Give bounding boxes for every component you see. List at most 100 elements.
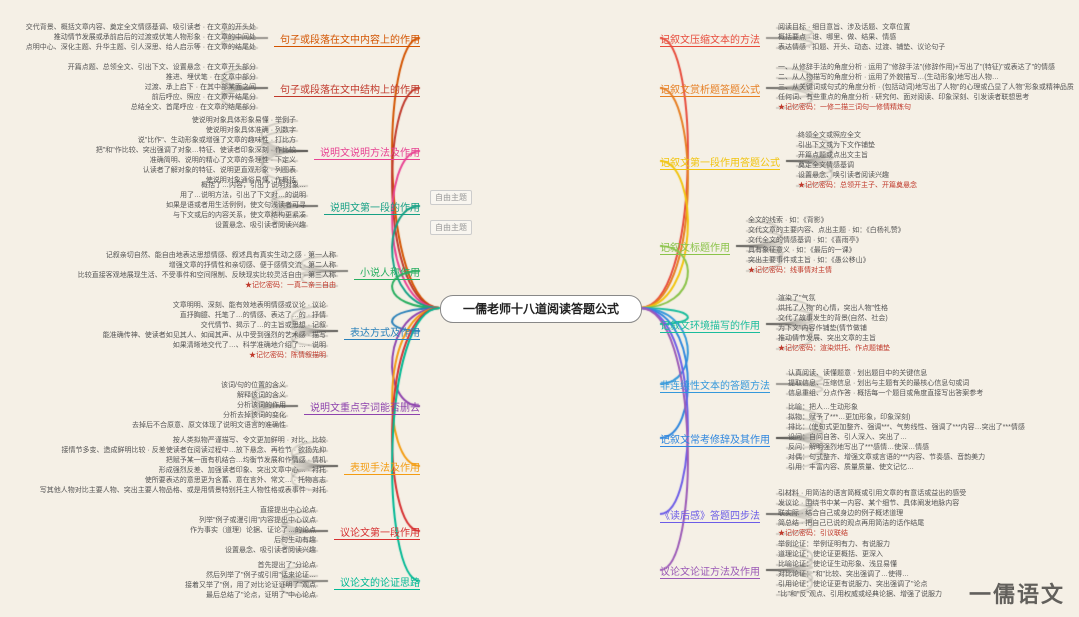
leaf-text: 说"比作"、生动形象或增强了文章的趣味性 · 打比方 — [110, 136, 296, 145]
leaf-text: 列举"例子或漫引用"内容提出中心议点 — [186, 516, 316, 525]
leaf-text: 接情节多变、造成鲜明比较 · 反差使读者在阅读过程中…放下悬念、再检节 · 欲扬… — [28, 446, 326, 455]
leaf-text: 交代情节、揭示了…的主旨或思想 · 记叙 — [182, 321, 326, 330]
leaf-text: 三、从关键词或句式的角度分析 · (包括动词)地写出了人物"的心理或凸显了人物"… — [778, 83, 1074, 92]
leaf-text: 表达情感 · 扣题、开头、动态、过渡、铺垫、议论句子 — [778, 43, 945, 52]
leaf-text: 设置悬念、吸引读者阅读兴趣 — [211, 221, 306, 230]
leaf-text: ★记忆密码：一修二描三词句一修情精炼句 — [778, 103, 911, 112]
branch-label: 说明文重点字词能否删去 — [304, 399, 420, 415]
leaf-text: 能准确传神、使读者如见其人、如闻其声、从中受到强烈的艺术感 · 描写 — [84, 331, 326, 340]
leaf-text: ★记忆密码：线事情对主情 — [748, 266, 832, 275]
leaf-text: 设置悬念、吸引读者阅读兴趣 — [221, 546, 316, 555]
leaf-text: 首先提出了"分论点 — [249, 561, 316, 570]
leaf-text: 道理论证：使论证更概括、更深入 — [778, 550, 883, 559]
branch-label: 说明文第一段的作用 — [324, 199, 420, 215]
leaf-text: 联实际 · 结合自己或身边的例子概述道理 — [778, 509, 903, 518]
leaf-text: 二、从人物描写的角度分析 · 运用了外貌描写…(生动形象)地写出人物… — [778, 73, 999, 82]
leaf-text: 增强文章的抒情性和亲切感、便于感情交流 · 第二人称 — [150, 261, 336, 270]
watermark: 一儒语文 — [963, 575, 1071, 611]
leaf-text: 设置悬念、唤引读者阅读兴趣 — [798, 171, 889, 180]
branch-label: 议论文的论证思路 — [334, 574, 420, 590]
leaf-text: 排比：(使句式更加整齐、强调***、气势线性、强调了***内容…突出了***情感 — [788, 423, 1025, 432]
leaf-text: 用了…说明方法，引出了下文对…的说明 — [176, 191, 306, 200]
leaf-text: 然后列举了"例子或引用"话来论证… — [193, 571, 316, 580]
leaf-text: 一、从修辞手法的角度分析 · 运用了"修辞手法"(修辞作用)+写出了"(特征)"… — [778, 63, 1055, 72]
leaf-text: 认读者了解对象的特征、说明更直观形象 · 列图表 — [124, 166, 296, 175]
leaf-text: 奠定全文情感基调 — [798, 161, 854, 170]
leaf-text: 信息重组、分点作答 · 概括每一个题目或角度直接写出答案参考 — [788, 389, 983, 398]
leaf-text: 后句生动有趣 — [270, 536, 316, 545]
leaf-text: 如果清晰地交代了…、科学准确地介绍了… · 说明 — [154, 341, 326, 350]
leaf-text: 直抒胸臆、托笔了…的情感、表达了…的 · 抒情 — [161, 311, 326, 320]
leaf-text: 记叙亲切自然、能自由地表达思想情感、叙述具有真实生动之感 · 第一人称 — [87, 251, 336, 260]
float-note: 自由主题 — [430, 220, 472, 235]
branch-label: 议论文论证方法及作用 — [660, 563, 760, 579]
leaf-text: 交代文章的主要内容、点出主题 · 如：《白杨礼赞》 — [748, 226, 905, 235]
center-topic: 一儒老师十八道阅读答题公式 — [440, 295, 642, 323]
leaf-text: 突出主要事件或主旨 · 如：《愚公移山》 — [748, 256, 870, 265]
leaf-text: 使所要表达的意思更为含蓄、意在言外、常文… · 托物言志 — [126, 476, 326, 485]
leaf-text: ★记忆密码：渲染烘托、作点题铺垫 — [778, 344, 890, 353]
leaf-text: 开篇点题、总领全文、引出下文、设置悬念 · 在文章开头部分 — [49, 63, 256, 72]
leaf-text: 前后呼应、照应 · 在文章开结尾分 — [133, 93, 256, 102]
leaf-text: 把赋予某一面有机结合…均衡节发展和作情感 · 情机 — [147, 456, 326, 465]
leaf-text: 概括要点 · 谁、哪里、做、结果、情感 — [778, 33, 896, 42]
branch-label: 句子或段落在文中结构上的作用 — [274, 81, 420, 97]
leaf-text: 形成强烈反差、加强读者印象、突出文章中心… · 衬托 — [140, 466, 326, 475]
leaf-text: 使说明对象具体形象易懂 · 举例子 — [173, 116, 296, 125]
leaf-text: 总结全文、首尾呼应 · 在文章的结尾部分 — [112, 103, 256, 112]
leaf-text: 阅读目标 · 细目意旨、涉及话题、文章位置 — [778, 23, 910, 32]
leaf-text: 举例论证：举例证明有力、有说服力 — [778, 540, 890, 549]
branch-label: 表达方式及作用 — [344, 324, 420, 340]
leaf-text: 引用论证：使论证更有说服力、突出强调了"论点 — [778, 580, 927, 589]
leaf-text: 按人类拟物严谨描写、令文更加鲜明 · 对比、比较 — [154, 436, 326, 445]
leaf-text: 文章明明、深刻、能有效地表明情感或议论 · 议论 — [154, 301, 326, 310]
branch-label: 记叙文第一段作用答题公式 — [660, 154, 780, 170]
branch-label: 议论文第一段作用 — [334, 524, 420, 540]
leaf-text: 最后总结了"论点，证明了"中心论点 — [193, 591, 316, 600]
branch-label: 说明文说明方法及作用 — [314, 144, 420, 160]
leaf-text: 该词/句的位置的含义 — [212, 381, 286, 390]
leaf-text: 对偶：句式整齐、增强文章或言语的***内容、节奏感、音韵美力 — [788, 453, 985, 462]
leaf-text: 开篇点题或点出文主旨 — [798, 151, 868, 160]
leaf-text: ★记忆密码：一真二亲三自由 — [241, 281, 336, 290]
leaf-text: 分析该词的作用 — [233, 401, 286, 410]
leaf-text: 对比论证："和"比较、突出强调了…使得… — [778, 570, 909, 579]
leaf-text: 反问：解明强烈地写出了***感情…使深…情感 — [788, 443, 929, 452]
leaf-text: 拟物：赋予了***…更加形象，印象深刻) — [788, 413, 911, 422]
branch-label: 记叙文环境描写的作用 — [660, 317, 760, 333]
leaf-text: ★记忆密码：总领开主子、开篇奠悬念 — [798, 181, 917, 190]
leaf-text: 过渡、承上启下 · 在其中部某面之间 — [126, 83, 256, 92]
leaf-text: 发议论 · 围绕书中某一内容、某个细节、具体阐发地脉内容 — [778, 499, 959, 508]
leaf-text: 终领全文或照应全文 — [798, 131, 861, 140]
branch-label: 表现手法及作用 — [344, 459, 420, 475]
branch-label: 记叙文赏析题答题公式 — [660, 81, 760, 97]
leaf-text: ★记忆密码：陈情叙描明 — [245, 351, 326, 360]
leaf-text: 使说明对象具体准确 · 列数字 — [187, 126, 296, 135]
leaf-text: 任何词、有些重点的角度分析 · 研究何、面对阅读、印象深刻、引发读者联想思考 — [778, 93, 1029, 102]
leaf-text: 设问：自问自答、引人深入、突出了… — [788, 433, 907, 442]
leaf-text: 接着又举了"例，用了对比论证证明了"观点 — [172, 581, 316, 590]
leaf-text: 与下文或后的内容关系，使文章结构更紧凑 — [169, 211, 306, 220]
leaf-text: 认真阅读、读懂题意 · 划出题目中的关键信息 — [788, 369, 927, 378]
leaf-text: 去掉后不合原意、原文体现了说明文语言的准确性 — [128, 421, 286, 430]
leaf-text: 引材料 · 用简洁的语言简概或引用文章的有意话或益出的感受 — [778, 489, 966, 498]
leaf-text: 交代全文的情感基调 · 如：《喜雨亭》 — [748, 236, 863, 245]
leaf-text: 推动情节发展或承前启后的过渡或伏笔人物形象 · 在文章的中间处 — [35, 33, 256, 42]
leaf-text: 引出下文或为下文作铺垫 — [798, 141, 875, 150]
leaf-text: 准确简明、说明的精心了文章的条理性 · 下定义 — [131, 156, 296, 165]
leaf-text: 简总结 · 把自己已说的观点再用简洁的话作结尾 — [778, 519, 924, 528]
leaf-text: 直接提出中心论点 — [256, 506, 316, 515]
leaf-text: 如果是语或者用生活例例，使文句浅读者可寻 — [162, 201, 306, 210]
branch-label: 记叙文常考修辞及其作用 — [660, 431, 770, 447]
leaf-text: 比较直接客观地展现生活、不受事件和空间限制、反映现实比较灵活自由 · 第三人称 — [59, 271, 336, 280]
leaf-text: 概括了…内容，引出了说明对象… — [197, 181, 306, 190]
branch-label: 《读后感》答题四步法 — [660, 507, 760, 523]
leaf-text: 把"和"作比较、突出强调了对象…特征、使读者印象深刻 · 作比较 — [68, 146, 296, 155]
leaf-text: 推进、埋伏笔 · 在文章中部分 — [147, 73, 256, 82]
leaf-text: 比喻：把人…生动形象 — [788, 403, 858, 412]
leaf-text: 解释该词的含义 — [233, 391, 286, 400]
leaf-text: ★记忆密码：引议联结 — [778, 529, 848, 538]
leaf-text: 提取信息、压缩信息 · 划出与主题有关的最核心信息句或词 — [788, 379, 969, 388]
leaf-text: "比"和"反"观点、引用权威或经典论据、增强了说服力 — [778, 590, 942, 599]
leaf-text: 烘托了人物"的心情，突出人物"性格 — [778, 304, 888, 313]
